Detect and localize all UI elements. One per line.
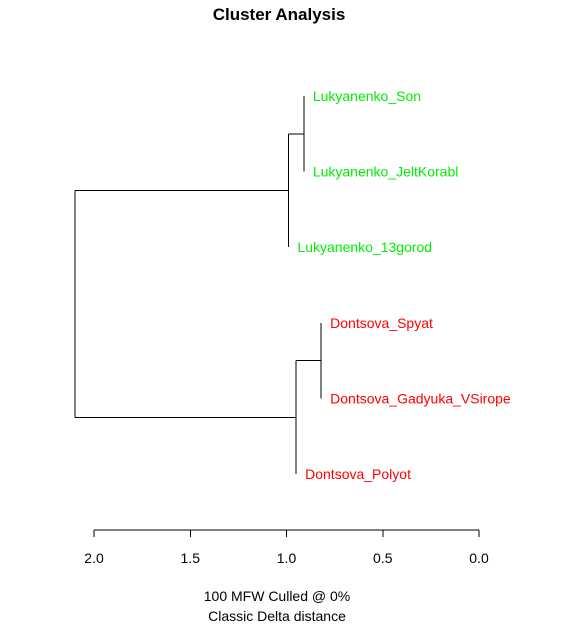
leaf-label-dontsova-gadyuka-vsirope: Dontsova_Gadyuka_VSirope — [330, 390, 511, 406]
dendrogram-links — [74, 96, 322, 474]
leaf-label-lukyanenko-13gorod: Lukyanenko_13gorod — [297, 239, 432, 255]
x-tick-label-4: 0.0 — [469, 550, 489, 566]
caption-line-1: 100 MFW Culled @ 0% — [204, 588, 350, 604]
caption-line-2: Classic Delta distance — [208, 608, 346, 624]
x-tick-label-3: 0.5 — [373, 550, 393, 566]
x-tick-label-1: 1.5 — [181, 550, 201, 566]
x-tick-label-2: 1.0 — [277, 550, 297, 566]
x-tick-label-0: 2.0 — [84, 550, 104, 566]
leaf-label-dontsova-spyat: Dontsova_Spyat — [330, 315, 433, 331]
leaf-label-lukyanenko-son: Lukyanenko_Son — [313, 88, 421, 104]
leaf-labels: Lukyanenko_Son Lukyanenko_JeltKorabl Lukya… — [297, 88, 510, 482]
leaf-label-lukyanenko-jeltkorabl: Lukyanenko_JeltKorabl — [313, 164, 459, 180]
leaf-label-dontsova-polyot: Dontsova_Polyot — [305, 466, 411, 482]
chart-title: Cluster Analysis — [213, 5, 346, 24]
x-axis: 2.0 1.5 1.0 0.5 0.0 — [84, 529, 489, 566]
